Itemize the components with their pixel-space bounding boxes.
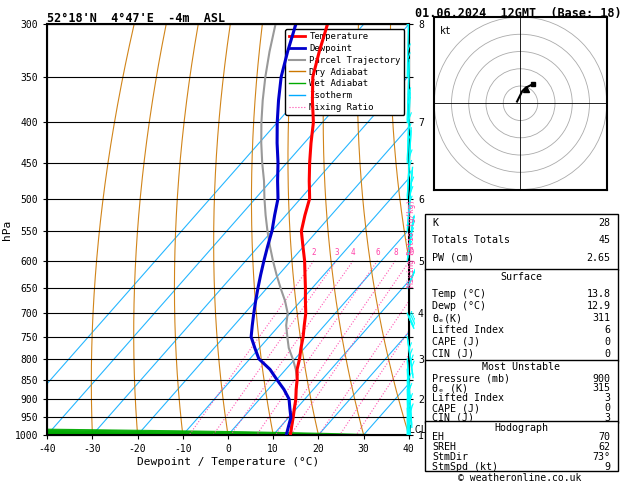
Text: StmDir: StmDir [432, 452, 469, 462]
Text: 0: 0 [604, 403, 611, 413]
Text: © weatheronline.co.uk: © weatheronline.co.uk [458, 473, 581, 483]
Text: Hodograph: Hodograph [494, 423, 548, 433]
Text: Mixing Ratio (g/kg): Mixing Ratio (g/kg) [408, 199, 416, 287]
Text: PW (cm): PW (cm) [432, 253, 474, 262]
Text: CIN (J): CIN (J) [432, 349, 474, 359]
Text: Surface: Surface [501, 272, 542, 282]
Text: Lifted Index: Lifted Index [432, 325, 504, 335]
Text: 62: 62 [599, 442, 611, 452]
Text: 6: 6 [375, 248, 380, 257]
Text: 45: 45 [599, 235, 611, 245]
Text: 0: 0 [604, 349, 611, 359]
Text: kt: kt [440, 26, 451, 35]
Text: 25: 25 [467, 248, 476, 257]
Text: Totals Totals: Totals Totals [432, 235, 510, 245]
Text: 311: 311 [593, 313, 611, 323]
Text: K: K [432, 218, 438, 228]
FancyBboxPatch shape [425, 214, 618, 270]
Text: 8: 8 [393, 248, 398, 257]
Text: 20: 20 [451, 248, 460, 257]
Text: 9: 9 [604, 462, 611, 471]
Text: CAPE (J): CAPE (J) [432, 403, 481, 413]
Text: LCL: LCL [409, 425, 426, 435]
Legend: Temperature, Dewpoint, Parcel Trajectory, Dry Adiabat, Wet Adiabat, Isotherm, Mi: Temperature, Dewpoint, Parcel Trajectory… [285, 29, 404, 115]
Y-axis label: km
ASL: km ASL [426, 221, 448, 239]
Text: CIN (J): CIN (J) [432, 413, 474, 423]
Text: 28: 28 [599, 218, 611, 228]
Text: 70: 70 [599, 433, 611, 442]
Text: 900: 900 [593, 374, 611, 383]
Y-axis label: hPa: hPa [2, 220, 12, 240]
Text: CAPE (J): CAPE (J) [432, 337, 481, 347]
Text: 6: 6 [604, 325, 611, 335]
Text: 315: 315 [593, 383, 611, 393]
X-axis label: Dewpoint / Temperature (°C): Dewpoint / Temperature (°C) [137, 457, 319, 467]
Text: 73°: 73° [593, 452, 611, 462]
Text: θₑ(K): θₑ(K) [432, 313, 462, 323]
Text: Dewp (°C): Dewp (°C) [432, 301, 486, 311]
Text: 2.65: 2.65 [587, 253, 611, 262]
Text: Most Unstable: Most Unstable [482, 362, 560, 371]
Text: EH: EH [432, 433, 444, 442]
Text: 3: 3 [334, 248, 339, 257]
Text: 3: 3 [604, 413, 611, 423]
FancyBboxPatch shape [425, 421, 618, 471]
Text: 12.9: 12.9 [587, 301, 611, 311]
Text: 2: 2 [311, 248, 316, 257]
Text: Temp (°C): Temp (°C) [432, 289, 486, 299]
Text: 01.06.2024  12GMT  (Base: 18): 01.06.2024 12GMT (Base: 18) [415, 7, 621, 20]
Text: 0: 0 [604, 337, 611, 347]
Text: 10: 10 [405, 248, 415, 257]
Text: Pressure (mb): Pressure (mb) [432, 374, 510, 383]
FancyBboxPatch shape [425, 360, 618, 423]
Text: SREH: SREH [432, 442, 456, 452]
Text: 13.8: 13.8 [587, 289, 611, 299]
Text: 52°18'N  4°47'E  -4m  ASL: 52°18'N 4°47'E -4m ASL [47, 12, 225, 25]
Text: StmSpd (kt): StmSpd (kt) [432, 462, 498, 471]
Text: 3: 3 [604, 393, 611, 403]
Text: 4: 4 [351, 248, 355, 257]
FancyBboxPatch shape [425, 269, 618, 361]
Text: 15: 15 [431, 248, 441, 257]
Text: θₑ (K): θₑ (K) [432, 383, 469, 393]
Text: Lifted Index: Lifted Index [432, 393, 504, 403]
